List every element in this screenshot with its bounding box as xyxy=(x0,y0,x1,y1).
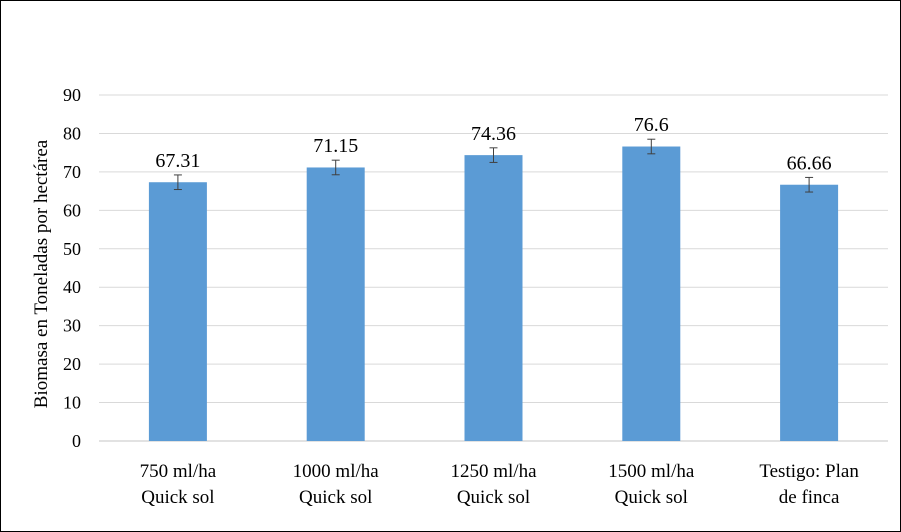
bar xyxy=(622,146,681,441)
x-tick-label: 1250 ml/ha Quick sol xyxy=(450,461,537,508)
bar xyxy=(464,155,523,441)
x-tick-label: 750 ml/ha Quick sol xyxy=(140,461,217,508)
y-tick-label: 80 xyxy=(63,123,81,143)
x-tick-label: 1000 ml/ha Quick sol xyxy=(293,461,380,508)
y-tick-label: 60 xyxy=(63,200,81,220)
y-tick-label: 50 xyxy=(63,239,81,259)
y-tick-label: 90 xyxy=(63,85,81,105)
y-tick-label: 10 xyxy=(63,393,81,413)
y-tick-label: 40 xyxy=(63,277,81,297)
y-axis-title: Biomasa en Toneladas por hectárea xyxy=(31,139,52,408)
bar xyxy=(780,184,839,441)
x-tick-label: 1500 ml/ha Quick sol xyxy=(608,461,695,508)
y-tick-label: 20 xyxy=(63,354,81,374)
y-tick-label: 30 xyxy=(63,316,81,336)
bar xyxy=(306,167,365,441)
bar xyxy=(148,182,207,441)
x-tick-label: Testigo: Plan de finca xyxy=(759,461,859,508)
data-label: 74.36 xyxy=(471,123,516,145)
data-label: 67.31 xyxy=(155,150,200,172)
data-label: 66.66 xyxy=(787,152,832,174)
data-label: 76.6 xyxy=(634,114,669,136)
y-tick-label: 70 xyxy=(63,162,81,182)
data-label: 71.15 xyxy=(313,135,358,157)
y-tick-label: 0 xyxy=(72,431,81,451)
